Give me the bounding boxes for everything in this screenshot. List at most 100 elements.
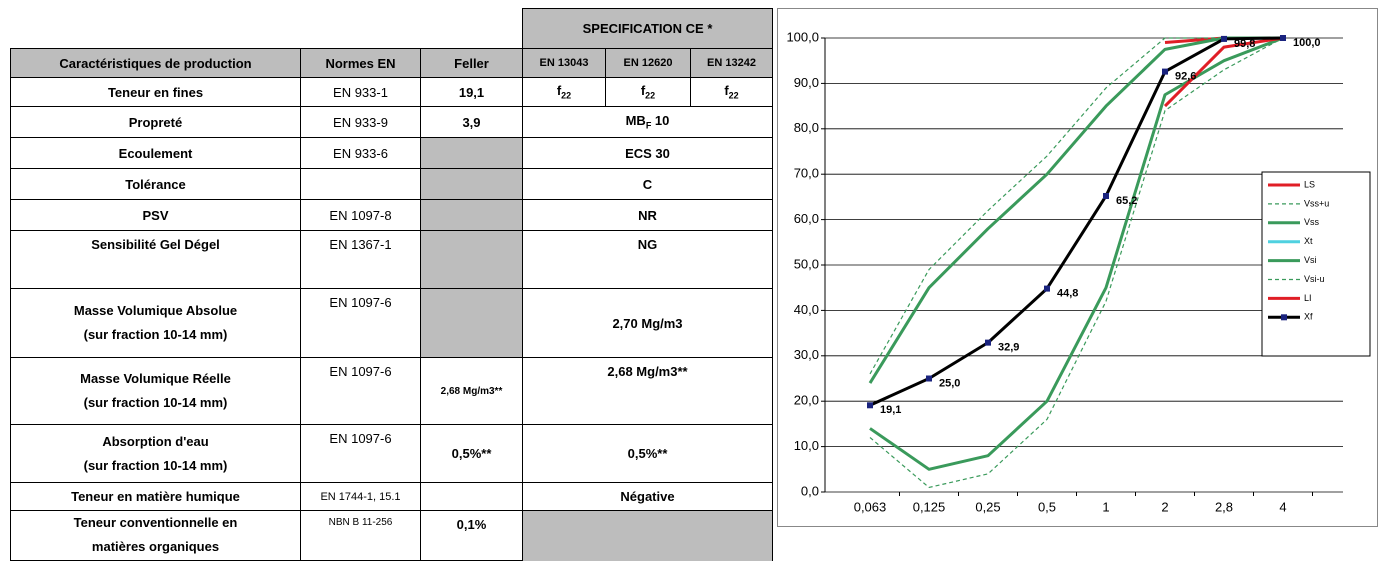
header: EN 13043 [522, 48, 606, 78]
y-tick-label: 40,0 [794, 302, 819, 317]
label-line: Masse Volumique Réelle [80, 371, 231, 386]
spec: MBF 10 [522, 106, 773, 138]
spec: 2,70 Mg/m3 [522, 288, 773, 358]
x-tick-label: 0,5 [1038, 499, 1056, 514]
spec: 0,5%** [522, 424, 773, 483]
label-line: (sur fraction 10-14 mm) [83, 395, 228, 410]
spec: f22 [690, 77, 773, 107]
x-tick-label: 4 [1279, 499, 1286, 514]
data-label: 44,8 [1057, 288, 1078, 300]
norm: EN 933-1 [300, 77, 421, 107]
legend-box [1261, 171, 1371, 357]
series-line [869, 37, 1284, 489]
spec: C [522, 168, 773, 200]
data-label: 100,0 [1293, 37, 1321, 49]
x-tick-label: 0,25 [975, 499, 1000, 514]
label: Tolérance [10, 168, 301, 200]
header: Caractéristiques de production [10, 48, 301, 78]
data-label: 19,1 [880, 404, 901, 416]
y-tick-label: 90,0 [794, 75, 819, 90]
y-tick-label: 10,0 [794, 438, 819, 453]
series-line [869, 37, 1283, 375]
header: Normes EN [300, 48, 421, 78]
y-tick-label: 20,0 [794, 393, 819, 408]
label: Sensibilité Gel Dégel [10, 230, 301, 289]
x-tick-label: 1 [1102, 499, 1109, 514]
header: EN 12620 [605, 48, 691, 78]
y-tick-label: 80,0 [794, 120, 819, 135]
legend-label: Xf [1304, 312, 1313, 322]
norm: EN 1097-6 [300, 288, 421, 358]
label-line: (sur fraction 10-14 mm) [83, 327, 228, 342]
norm: EN 933-9 [300, 106, 421, 138]
label: Masse Volumique Absolue (sur fraction 10-… [10, 288, 301, 358]
label: PSV [10, 199, 301, 231]
point-marker [985, 339, 991, 346]
label: Teneur en fines [10, 77, 301, 107]
point-marker [1044, 285, 1050, 292]
feller: 2,68 Mg/m3** [420, 357, 523, 425]
label: Ecoulement [10, 137, 301, 169]
point-marker [1162, 68, 1168, 75]
legend-marker [1281, 314, 1287, 321]
spec-text: 10 [651, 113, 670, 129]
x-tick-label: 0,125 [913, 499, 946, 514]
label-line: (sur fraction 10-14 mm) [83, 457, 228, 473]
spec-text: f [556, 83, 562, 99]
spec: 2,68 Mg/m3** [522, 357, 773, 425]
label: Propreté [10, 106, 301, 138]
spec-text: f [724, 83, 729, 99]
y-tick-label: 50,0 [794, 256, 819, 271]
norm: EN 1097-6 [300, 357, 421, 425]
spec-sub: 22 [645, 90, 656, 101]
point-marker [867, 402, 873, 409]
series-line [1163, 36, 1284, 108]
norm: EN 1367-1 [300, 230, 421, 289]
label: Teneur conventionnelle en matières organi… [10, 510, 301, 561]
feller: 0,5%** [420, 424, 523, 483]
label: Absorption d'eau (sur fraction 10-14 mm) [10, 424, 301, 483]
legend-label: Vss [1304, 217, 1320, 227]
header: EN 13242 [690, 48, 773, 78]
legend-label: LS [1304, 179, 1315, 189]
point-marker [1221, 35, 1227, 42]
feller: 19,1 [420, 77, 523, 107]
spec-sub: F [645, 120, 652, 131]
spec-table: SPECIFICATION CE * Caractéristiques de p… [10, 8, 773, 561]
norm: EN 1097-6 [300, 424, 421, 483]
data-label: 32,9 [998, 342, 1019, 354]
y-tick-label: 60,0 [794, 211, 819, 226]
data-label: 65,2 [1116, 195, 1137, 207]
spec: NR [522, 199, 773, 231]
point-marker [926, 375, 932, 382]
spec: NG [522, 230, 773, 289]
spec: ECS 30 [522, 137, 773, 169]
point-marker [1103, 192, 1109, 199]
point-marker [1280, 35, 1286, 41]
spec-text: f [640, 83, 646, 99]
label: Masse Volumique Réelle (sur fraction 10-1… [10, 357, 301, 425]
legend-label: Vss+u [1304, 198, 1329, 208]
data-label: 92,6 [1175, 71, 1196, 83]
feller: 3,9 [420, 106, 523, 138]
chart: 0,0 10,0 20,0 30,0 40,0 50,0 60,0 70,0 80,0 90,0 1… [777, 8, 1378, 527]
series-line [868, 36, 1283, 384]
spec-text: MB [625, 113, 646, 129]
x-tick-label: 2,8 [1215, 499, 1233, 514]
x-tick-label: 0,063 [854, 499, 887, 514]
y-tick-label: 100,0 [786, 29, 819, 44]
series-line [869, 36, 1284, 471]
label-line: matières organiques [91, 539, 220, 554]
y-tick-label: 70,0 [794, 166, 819, 181]
spec-sub: 22 [728, 90, 739, 101]
label-line: Teneur conventionnelle en [73, 515, 238, 530]
spec: f22 [605, 77, 691, 107]
data-label: 99,8 [1234, 38, 1255, 50]
x-tick-label: 2 [1161, 499, 1168, 514]
spec: Négative [522, 482, 773, 511]
y-tick-label: 0,0 [801, 483, 819, 498]
series-line [869, 36, 1284, 407]
legend-label: Vsi [1304, 255, 1317, 265]
label: Teneur en matière humique [10, 482, 301, 511]
